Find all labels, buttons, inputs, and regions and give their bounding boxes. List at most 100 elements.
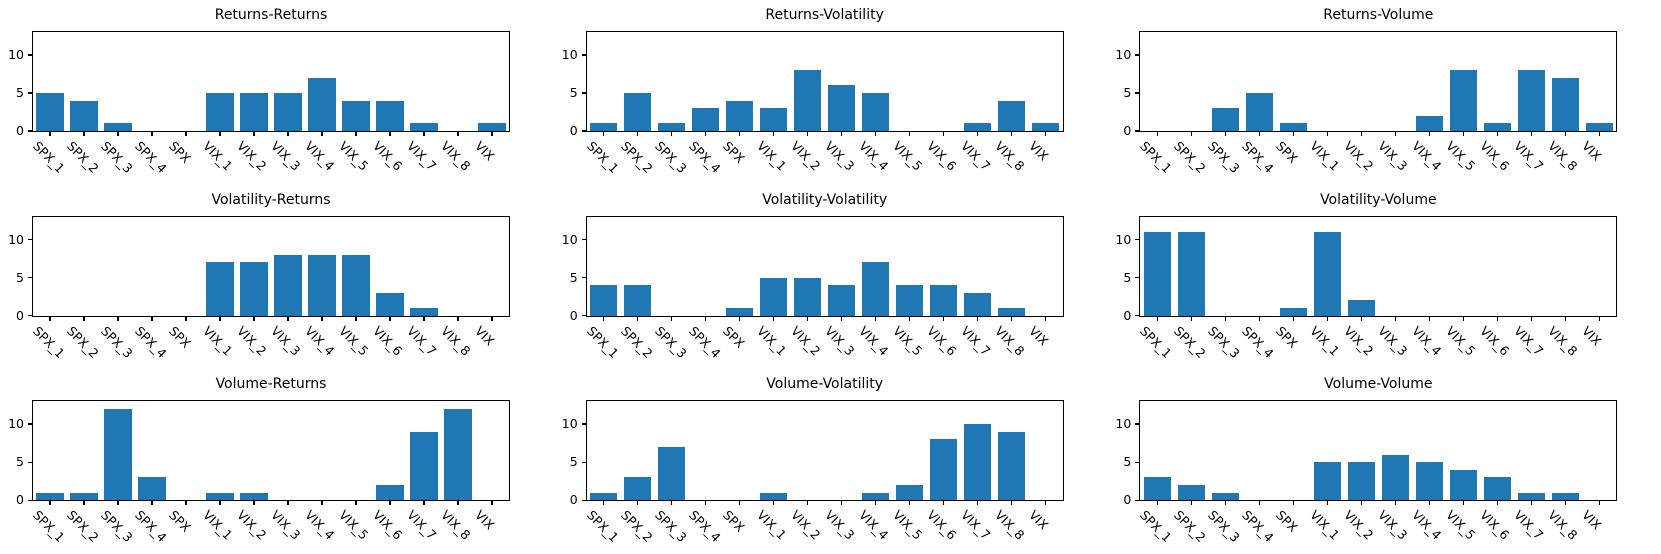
x-tick xyxy=(942,500,945,506)
x-tick xyxy=(602,500,605,506)
x-tick xyxy=(491,500,493,506)
bar xyxy=(1313,231,1341,316)
bar xyxy=(964,424,992,501)
y-tick xyxy=(581,276,587,279)
x-tick-label: VIX_6 xyxy=(370,507,406,543)
x-tick-label: VIX_3 xyxy=(821,322,858,359)
x-tick-label: VIX xyxy=(1025,322,1052,349)
x-tick-label: VIX_5 xyxy=(889,322,926,359)
x-tick xyxy=(1496,131,1499,136)
x-tick xyxy=(1530,315,1533,321)
bar xyxy=(828,285,856,316)
x-tick-label: VIX_6 xyxy=(370,322,406,359)
x-tick xyxy=(83,315,85,321)
x-tick-label: VIX_7 xyxy=(957,322,994,359)
plot-area: 0 5 10 SPX_1 SPX_2 SPX_3 SPX_4 SPX VIX_1 VIX_2 VIX… xyxy=(1115,400,1618,545)
y-tick xyxy=(28,461,33,463)
x-tick-label: VIX xyxy=(1579,322,1605,349)
x-tick xyxy=(287,131,289,136)
x-tick xyxy=(321,131,323,136)
x-tick-label: SPX_4 xyxy=(132,507,170,546)
x-tick-label: SPX_3 xyxy=(1205,507,1244,546)
x-tick-label: SPX_2 xyxy=(64,322,102,361)
y-tick xyxy=(1135,92,1141,94)
bar xyxy=(1585,123,1613,131)
bar xyxy=(1032,123,1060,131)
plot-area: 0 5 10 SPX_1 SPX_2 SPX_3 SPX_4 SPX VIX_1 VIX_2 VIX… xyxy=(562,215,1064,361)
x-tick xyxy=(840,131,843,136)
x-tick xyxy=(1360,500,1363,506)
x-tick-label: SPX_2 xyxy=(64,507,102,546)
bar xyxy=(1347,300,1375,316)
bar xyxy=(274,92,302,131)
x-tick xyxy=(602,315,605,321)
x-tick xyxy=(1292,500,1295,506)
x-tick xyxy=(1190,315,1193,321)
x-tick-label: SPX_4 xyxy=(1239,507,1278,546)
x-tick-label: VIX_2 xyxy=(1341,322,1377,359)
x-tick xyxy=(704,315,707,321)
x-tick xyxy=(423,131,425,136)
x-tick-label: VIX_8 xyxy=(991,322,1028,359)
x-tick-label: VIX_1 xyxy=(200,507,236,543)
x-tick-label: VIX_3 xyxy=(1375,507,1411,543)
x-tick xyxy=(602,131,605,136)
x-tick xyxy=(1326,315,1329,321)
x-tick-label: VIX_2 xyxy=(787,507,824,543)
x-tick-label: VIX_5 xyxy=(889,507,926,543)
x-tick-label: VIX_4 xyxy=(302,507,338,543)
x-tick xyxy=(1564,131,1567,136)
y-tick xyxy=(1135,423,1141,425)
x-tick-label: VIX_1 xyxy=(753,507,790,543)
x-tick xyxy=(185,315,187,321)
bar xyxy=(624,92,652,131)
y-tick-label: 10 xyxy=(561,416,578,432)
x-tick xyxy=(321,500,323,506)
x-tick xyxy=(1224,131,1227,136)
y-tick-label: 0 xyxy=(569,123,578,138)
bar xyxy=(206,92,234,131)
x-tick-label: SPX_1 xyxy=(583,507,622,546)
bar xyxy=(104,408,132,501)
x-tick-label: SPX_4 xyxy=(1239,322,1278,361)
x-tick xyxy=(1462,131,1465,136)
bar xyxy=(1143,477,1171,501)
bar xyxy=(590,123,618,131)
x-tick-label: VIX_1 xyxy=(1307,507,1343,543)
x-tick xyxy=(704,500,707,506)
x-tick xyxy=(1496,315,1499,321)
x-tick xyxy=(1156,131,1159,136)
chart-title: Returns-Returns xyxy=(214,7,328,23)
y-tick-label: 10 xyxy=(561,46,578,62)
x-tick xyxy=(1598,315,1601,321)
x-tick-label: VIX_7 xyxy=(1511,322,1547,359)
bar xyxy=(1279,308,1307,316)
x-tick-label: VIX_3 xyxy=(268,138,304,174)
bar xyxy=(624,477,652,501)
bar xyxy=(36,92,64,131)
x-tick xyxy=(1360,315,1363,321)
x-tick xyxy=(185,131,187,136)
bar xyxy=(206,262,234,316)
x-tick xyxy=(1394,500,1397,506)
x-tick-label: VIX_4 xyxy=(1409,322,1445,359)
x-tick-label: SPX_2 xyxy=(617,322,656,361)
x-tick-label: VIX_6 xyxy=(923,138,960,174)
x-tick xyxy=(219,315,221,321)
x-tick xyxy=(738,315,741,321)
y-tick-label: 10 xyxy=(561,231,578,247)
x-tick xyxy=(355,315,357,321)
x-tick-label: VIX_3 xyxy=(1375,138,1411,174)
x-tick xyxy=(1258,315,1261,321)
y-tick xyxy=(28,276,33,279)
x-tick-label: SPX_1 xyxy=(1137,322,1176,361)
x-tick xyxy=(1530,131,1533,136)
bar xyxy=(308,77,336,131)
bar xyxy=(1415,462,1443,501)
bar xyxy=(590,492,618,501)
bar xyxy=(590,285,618,316)
x-tick-label: VIX_4 xyxy=(855,322,892,359)
y-tick xyxy=(1135,276,1141,279)
x-tick-label: SPX xyxy=(1273,322,1302,351)
subplot-volume-returns: Volume-Returns 0 5 10 SPX_1 SPX_2 SPX_3 SPX_4 S… xyxy=(0,369,554,554)
